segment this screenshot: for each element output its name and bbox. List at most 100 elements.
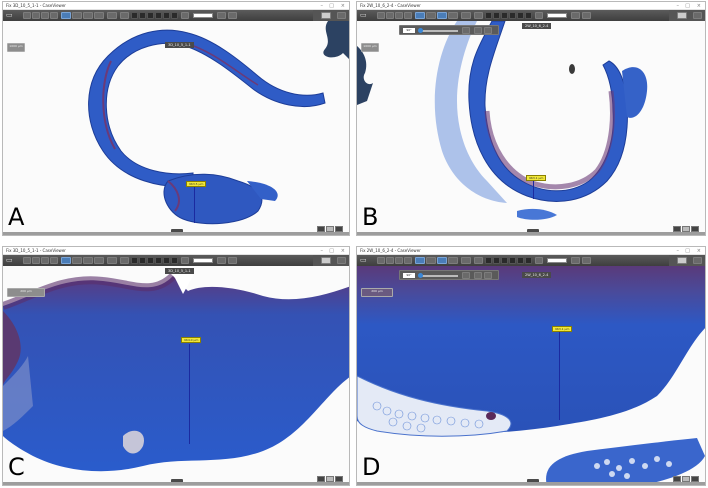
grid-view-button[interactable] — [682, 226, 690, 232]
snapshot-button[interactable] — [461, 257, 471, 264]
sync-button[interactable] — [335, 226, 343, 232]
chart-button[interactable] — [571, 257, 580, 264]
mirror-button[interactable] — [484, 272, 492, 279]
display-icon[interactable]: ▭ — [360, 11, 367, 19]
annotate-button[interactable] — [377, 12, 385, 19]
home-button[interactable] — [693, 257, 702, 264]
minimize-button[interactable]: – — [676, 248, 680, 254]
zoom-1to1-button[interactable] — [535, 12, 543, 19]
focus-button[interactable] — [83, 12, 93, 19]
fit-button[interactable] — [474, 12, 483, 19]
zoom-5x-button[interactable] — [493, 12, 500, 19]
measure-button[interactable] — [448, 257, 458, 264]
zoom-20x-button[interactable] — [509, 12, 516, 19]
zoom-1to1-button[interactable] — [181, 12, 189, 19]
rotation-input[interactable]: 90° — [403, 28, 415, 33]
zoom-1to1-button[interactable] — [181, 257, 189, 264]
magnifier-button[interactable] — [41, 12, 49, 19]
annotate-button[interactable] — [23, 12, 31, 19]
export-button[interactable] — [228, 12, 237, 19]
zoom-input[interactable] — [193, 13, 213, 18]
zoom-63x-button[interactable] — [171, 257, 178, 264]
snapshot-button[interactable] — [107, 257, 117, 264]
measurement-label[interactable]: 963.1 µm — [552, 326, 573, 332]
close-button[interactable]: × — [340, 3, 345, 9]
annotate-button[interactable] — [377, 257, 385, 264]
zoom-2x-button[interactable] — [131, 257, 138, 264]
mirror-button[interactable] — [484, 27, 492, 34]
close-button[interactable]: × — [696, 248, 701, 254]
draw-button[interactable] — [426, 12, 436, 19]
display-icon[interactable]: ▭ — [6, 256, 13, 264]
grid-view-button[interactable] — [326, 476, 334, 482]
measurement-label[interactable]: 963.5 µm — [186, 181, 207, 187]
grid-view-button[interactable] — [326, 226, 334, 232]
zoom-5x-button[interactable] — [139, 257, 146, 264]
zoom-20x-button[interactable] — [155, 257, 162, 264]
zoom-20x-button[interactable] — [509, 257, 516, 264]
chart-button[interactable] — [571, 12, 580, 19]
pan-select-button[interactable] — [61, 257, 71, 264]
zoom-5x-button[interactable] — [493, 257, 500, 264]
magnifier-button[interactable] — [395, 12, 403, 19]
rotation-slider[interactable] — [420, 275, 458, 277]
measure-button[interactable] — [94, 257, 104, 264]
zoom-circle-button[interactable] — [32, 12, 40, 19]
measure-button[interactable] — [94, 12, 104, 19]
display-icon[interactable]: ▭ — [360, 256, 367, 264]
rotation-slider-knob[interactable] — [418, 273, 423, 278]
zoom-2x-button[interactable] — [131, 12, 138, 19]
maximize-button[interactable]: □ — [685, 3, 690, 9]
snapshot-button[interactable] — [461, 12, 471, 19]
display-icon[interactable]: ▭ — [6, 11, 13, 19]
slide-viewport[interactable]: 964.0 µm 200 µm 3D_10_5_1-1 C — [3, 266, 349, 485]
fit-button[interactable] — [120, 12, 129, 19]
fit-button[interactable] — [120, 257, 129, 264]
zoom-63x-button[interactable] — [525, 257, 532, 264]
rotate-reset-button[interactable] — [462, 27, 470, 34]
sync-button[interactable] — [335, 476, 343, 482]
zoom-input[interactable] — [193, 258, 213, 263]
pan-select-button[interactable] — [415, 12, 425, 19]
zoom-40x-button[interactable] — [163, 12, 170, 19]
chart-button[interactable] — [217, 257, 226, 264]
magnifier-button[interactable] — [395, 257, 403, 264]
grid-button[interactable] — [404, 257, 412, 264]
home-button[interactable] — [693, 12, 702, 19]
sync-button[interactable] — [691, 476, 699, 482]
home-button[interactable] — [337, 257, 346, 264]
zoom-circle-button[interactable] — [32, 257, 40, 264]
close-button[interactable]: × — [696, 3, 701, 9]
measurement-line[interactable] — [194, 185, 195, 223]
zoom-10x-button[interactable] — [501, 257, 508, 264]
rotation-slider-knob[interactable] — [418, 28, 423, 33]
slide-tray-button[interactable] — [321, 12, 331, 19]
zoom-40x-button[interactable] — [517, 12, 524, 19]
zoom-circle-button[interactable] — [386, 12, 394, 19]
minimize-button[interactable]: – — [320, 3, 324, 9]
snapshot-button[interactable] — [107, 12, 117, 19]
pan-select-button[interactable] — [61, 12, 71, 19]
measurement-line[interactable] — [189, 344, 190, 444]
zoom-2x-button[interactable] — [485, 12, 492, 19]
slide-viewport[interactable]: 963.1 µm 1000 µm 90° 2W_10_6_2-4 B — [357, 21, 705, 235]
close-button[interactable]: × — [340, 248, 345, 254]
measurement-line[interactable] — [533, 179, 534, 199]
grid-button[interactable] — [50, 12, 58, 19]
grid-button[interactable] — [50, 257, 58, 264]
grid-button[interactable] — [404, 12, 412, 19]
maximize-button[interactable]: □ — [329, 3, 334, 9]
layout-button[interactable] — [317, 476, 325, 482]
zoom-input[interactable] — [547, 13, 567, 18]
minimize-button[interactable]: – — [320, 248, 324, 254]
measurement-label[interactable]: 963.1 µm — [526, 175, 547, 181]
zoom-5x-button[interactable] — [139, 12, 146, 19]
zoom-40x-button[interactable] — [163, 257, 170, 264]
minimize-button[interactable]: – — [676, 3, 680, 9]
zoom-63x-button[interactable] — [525, 12, 532, 19]
zoom-40x-button[interactable] — [517, 257, 524, 264]
pan-select-button[interactable] — [415, 257, 425, 264]
home-button[interactable] — [337, 12, 346, 19]
export-button[interactable] — [228, 257, 237, 264]
focus-button[interactable] — [437, 257, 447, 264]
